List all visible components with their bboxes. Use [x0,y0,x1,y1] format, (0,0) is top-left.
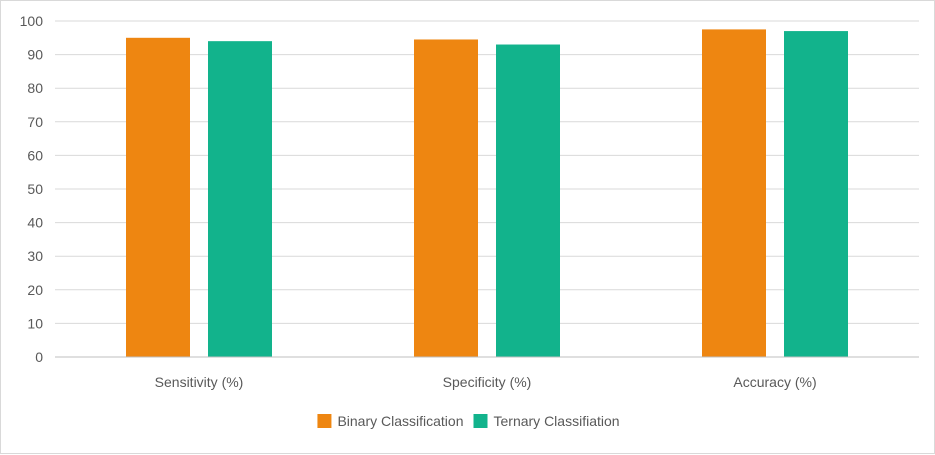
y-axis-ticks: 0 10 20 30 40 50 60 70 80 90 100 [20,13,44,365]
y-tick-label: 10 [27,315,43,331]
gridlines [55,20,919,324]
y-tick-label: 20 [27,282,43,298]
bar-binary-classification-1 [414,39,478,357]
legend-swatch-ternary-classifiation [473,414,488,428]
x-category-label: Specificity (%) [443,374,532,390]
legend-swatch-binary-classification [317,414,332,428]
y-tick-label: 50 [27,181,43,197]
y-tick-label: 80 [27,80,43,96]
bar-ternary-classifiation-2 [784,31,848,358]
y-tick-label: 70 [27,114,43,130]
legend-label-ternary-classifiation: Ternary Classifiation [494,413,620,429]
bar-binary-classification-0 [126,37,190,358]
y-tick-label: 30 [27,248,43,264]
category-labels: Sensitivity (%) Specificity (%) Accuracy (… [155,374,817,390]
bar-ternary-classifiation-0 [208,41,272,357]
bar-ternary-classifiation-1 [496,44,560,358]
x-category-label: Accuracy (%) [733,374,816,390]
legend-label-binary-classification: Binary Classification [337,413,463,429]
x-category-label: Sensitivity (%) [155,374,244,390]
bars [126,29,848,358]
y-tick-label: 0 [35,349,43,365]
y-tick-label: 90 [27,47,43,63]
bar-binary-classification-2 [702,29,766,358]
legend: Binary Classification Ternary Classifiati… [317,413,620,429]
y-tick-label: 60 [27,147,43,163]
y-tick-label: 100 [20,13,44,29]
y-tick-label: 40 [27,215,43,231]
